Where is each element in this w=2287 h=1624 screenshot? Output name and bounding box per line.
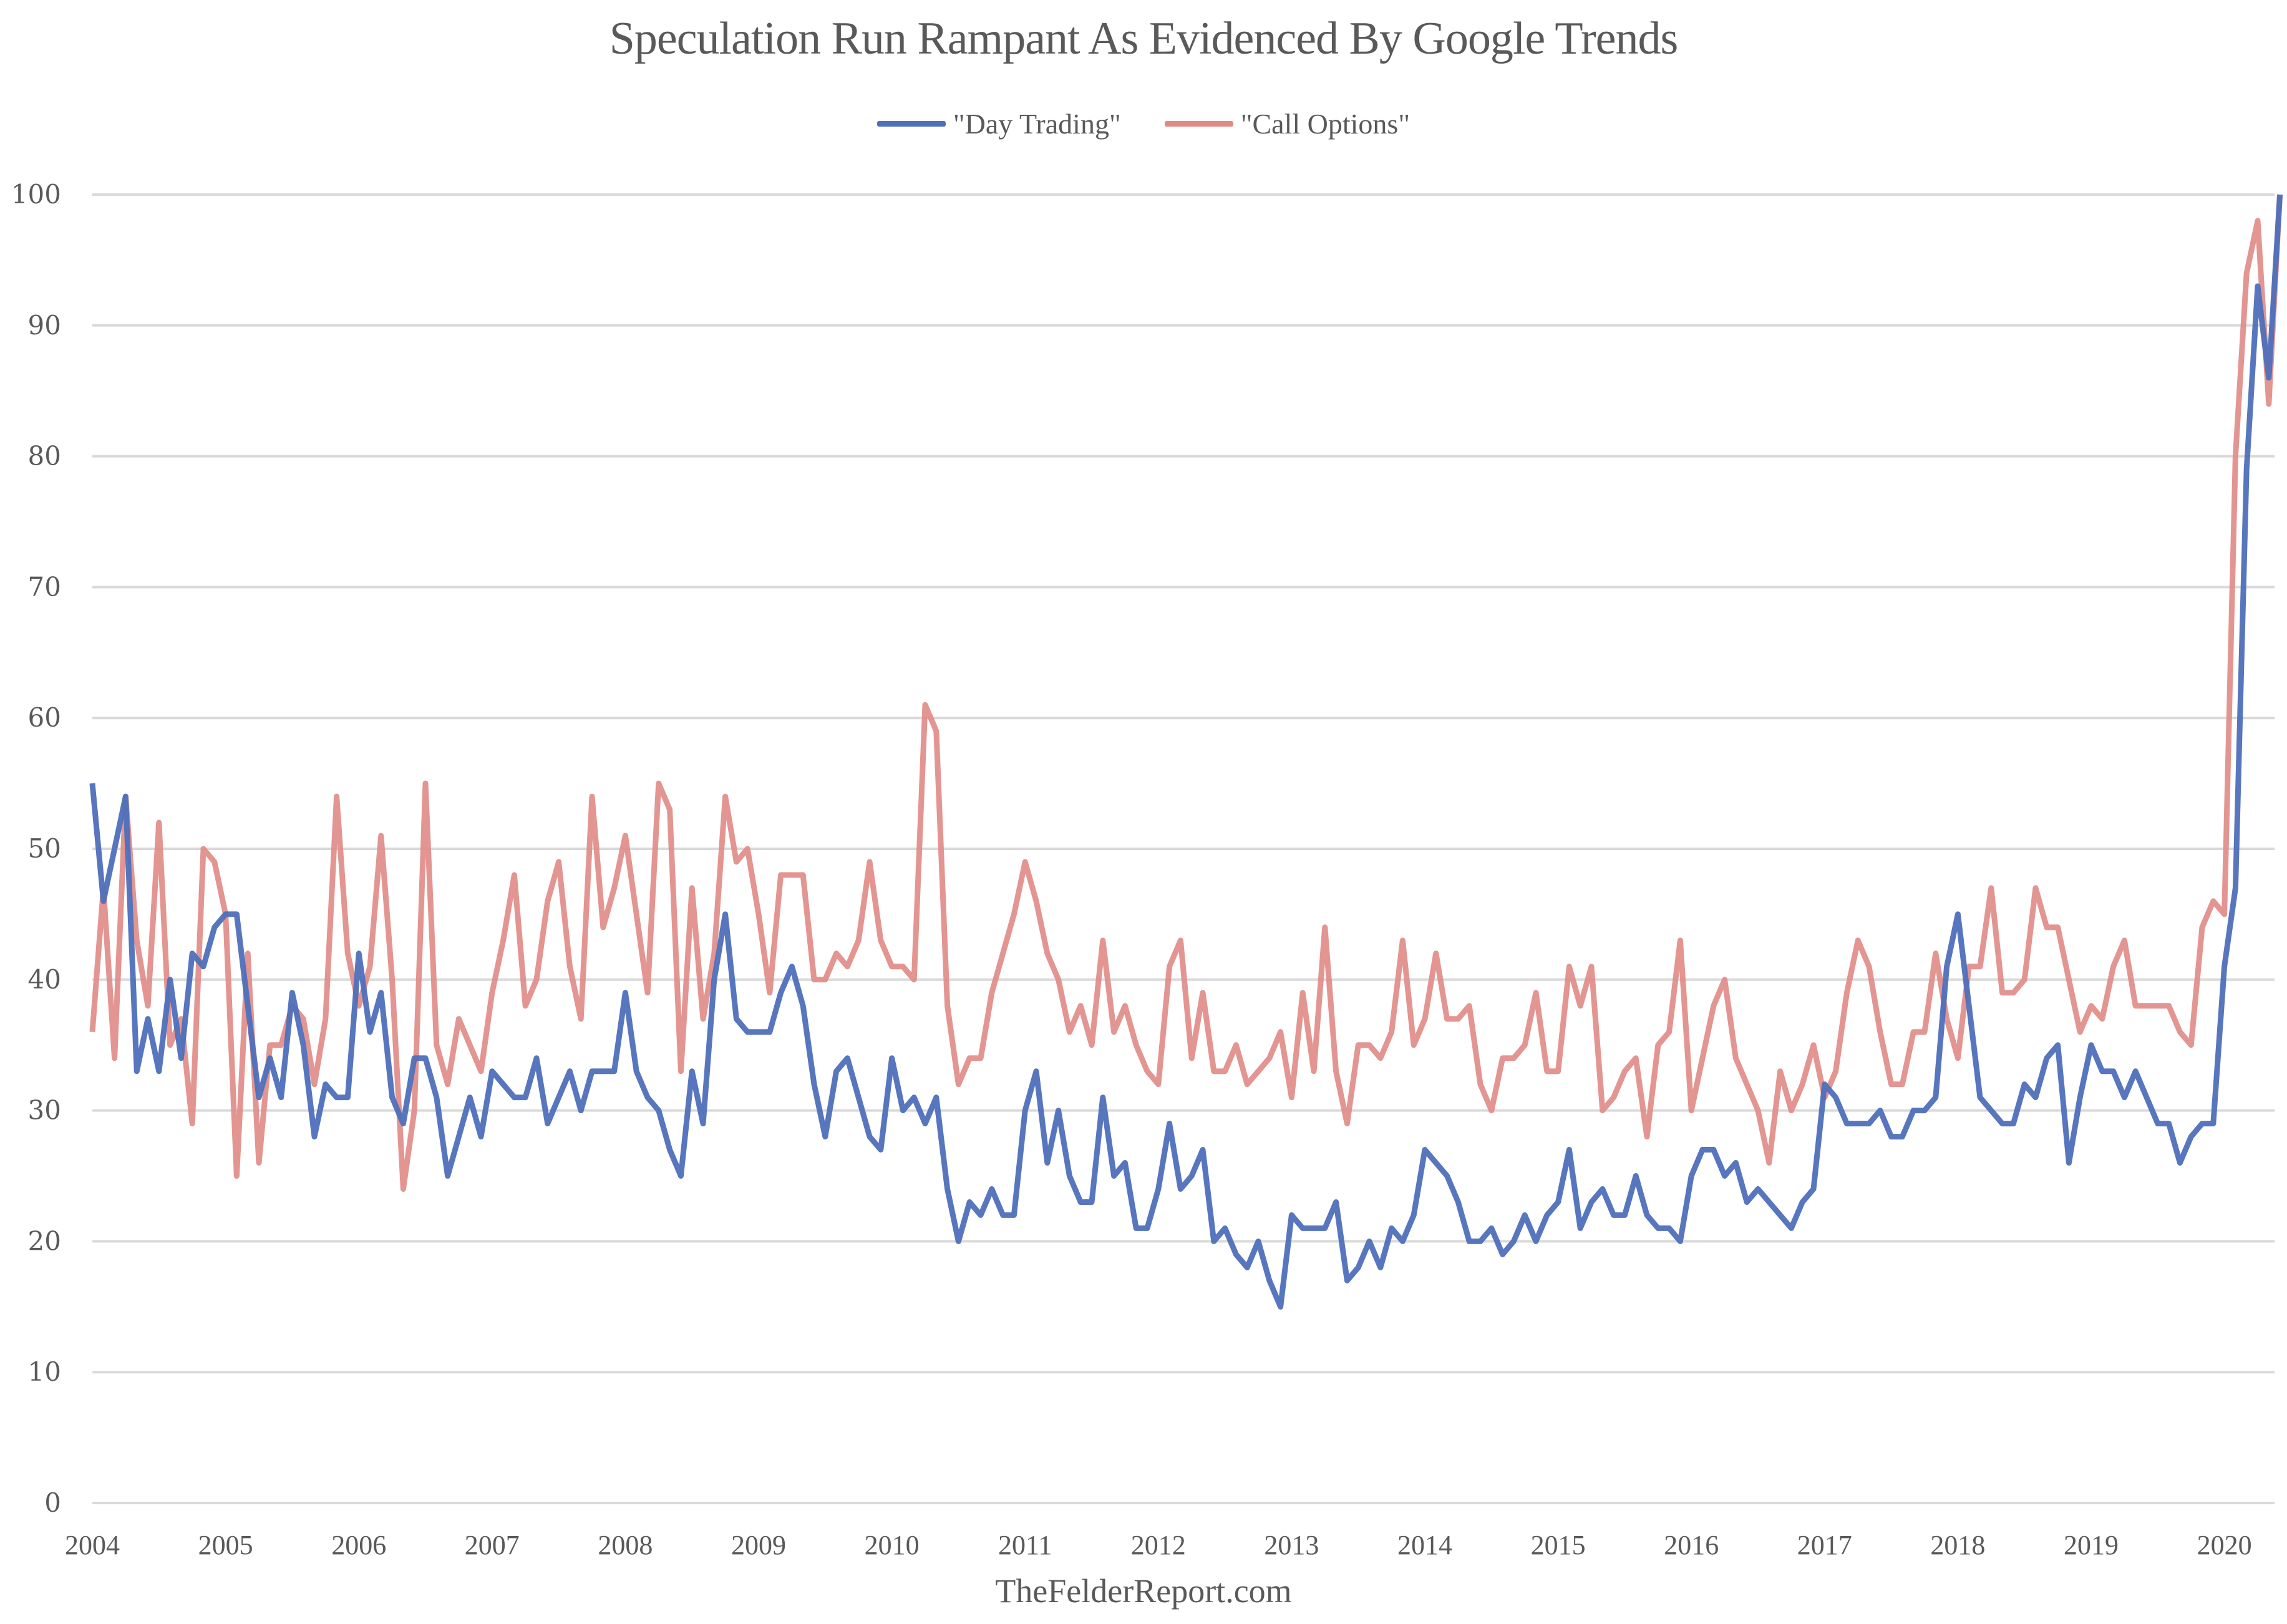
y-tick-label: 60 [28, 702, 61, 733]
legend-item-call-options[interactable]: "Call Options" [1164, 107, 1411, 140]
x-tick-label: 2004 [65, 1530, 120, 1560]
y-tick-label: 30 [28, 1095, 61, 1126]
x-tick-label: 2020 [2197, 1530, 2252, 1560]
legend: "Day Trading" "Call Options" [0, 107, 2287, 140]
chart-title: Speculation Run Rampant As Evidenced By … [609, 13, 1679, 64]
y-tick-label: 70 [28, 571, 61, 602]
x-tick-label: 2008 [598, 1530, 653, 1560]
x-tick-label: 2013 [1264, 1530, 1319, 1560]
y-axis-ticks: 0 10 20 30 40 50 60 70 80 90 100 [11, 179, 61, 1518]
y-tick-label: 10 [28, 1356, 61, 1387]
series-line-day-trading [89, 194, 2283, 1310]
legend-item-day-trading[interactable]: "Day Trading" [876, 107, 1121, 140]
y-tick-label: 40 [28, 964, 61, 995]
y-tick-label: 20 [28, 1225, 61, 1256]
x-tick-label: 2016 [1664, 1530, 1719, 1560]
legend-swatch-day-trading [876, 121, 946, 127]
x-tick-label: 2012 [1131, 1530, 1186, 1560]
x-tick-label: 2010 [865, 1530, 920, 1560]
gridlines [92, 193, 2275, 1504]
legend-label-call-options: "Call Options" [1240, 108, 1411, 140]
x-axis-ticks: 2004 2005 2006 2007 2008 2009 2010 2011 2012 2013… [65, 1530, 2252, 1560]
x-tick-label: 2011 [998, 1530, 1052, 1560]
x-tick-label: 2005 [198, 1530, 253, 1560]
y-tick-label: 90 [28, 310, 61, 341]
x-tick-label: 2007 [465, 1530, 520, 1560]
legend-swatch-call-options [1164, 121, 1233, 127]
series-lines [89, 194, 2283, 1310]
x-tick-label: 2014 [1397, 1530, 1452, 1560]
legend-label-day-trading: "Day Trading" [953, 108, 1121, 140]
x-tick-label: 2019 [2064, 1530, 2119, 1560]
y-tick-label: 50 [28, 833, 61, 864]
y-tick-label: 80 [28, 441, 61, 471]
x-tick-label: 2017 [1797, 1530, 1852, 1560]
x-tick-label: 2015 [1531, 1530, 1586, 1560]
y-tick-label: 0 [44, 1487, 61, 1518]
x-tick-label: 2009 [731, 1530, 786, 1560]
x-tick-label: 2018 [1930, 1530, 1985, 1560]
series-line-call-options [89, 194, 2283, 1192]
x-tick-label: 2006 [331, 1530, 386, 1560]
source-footer: TheFelderReport.com [995, 1572, 1292, 1610]
y-tick-label: 100 [11, 179, 61, 210]
